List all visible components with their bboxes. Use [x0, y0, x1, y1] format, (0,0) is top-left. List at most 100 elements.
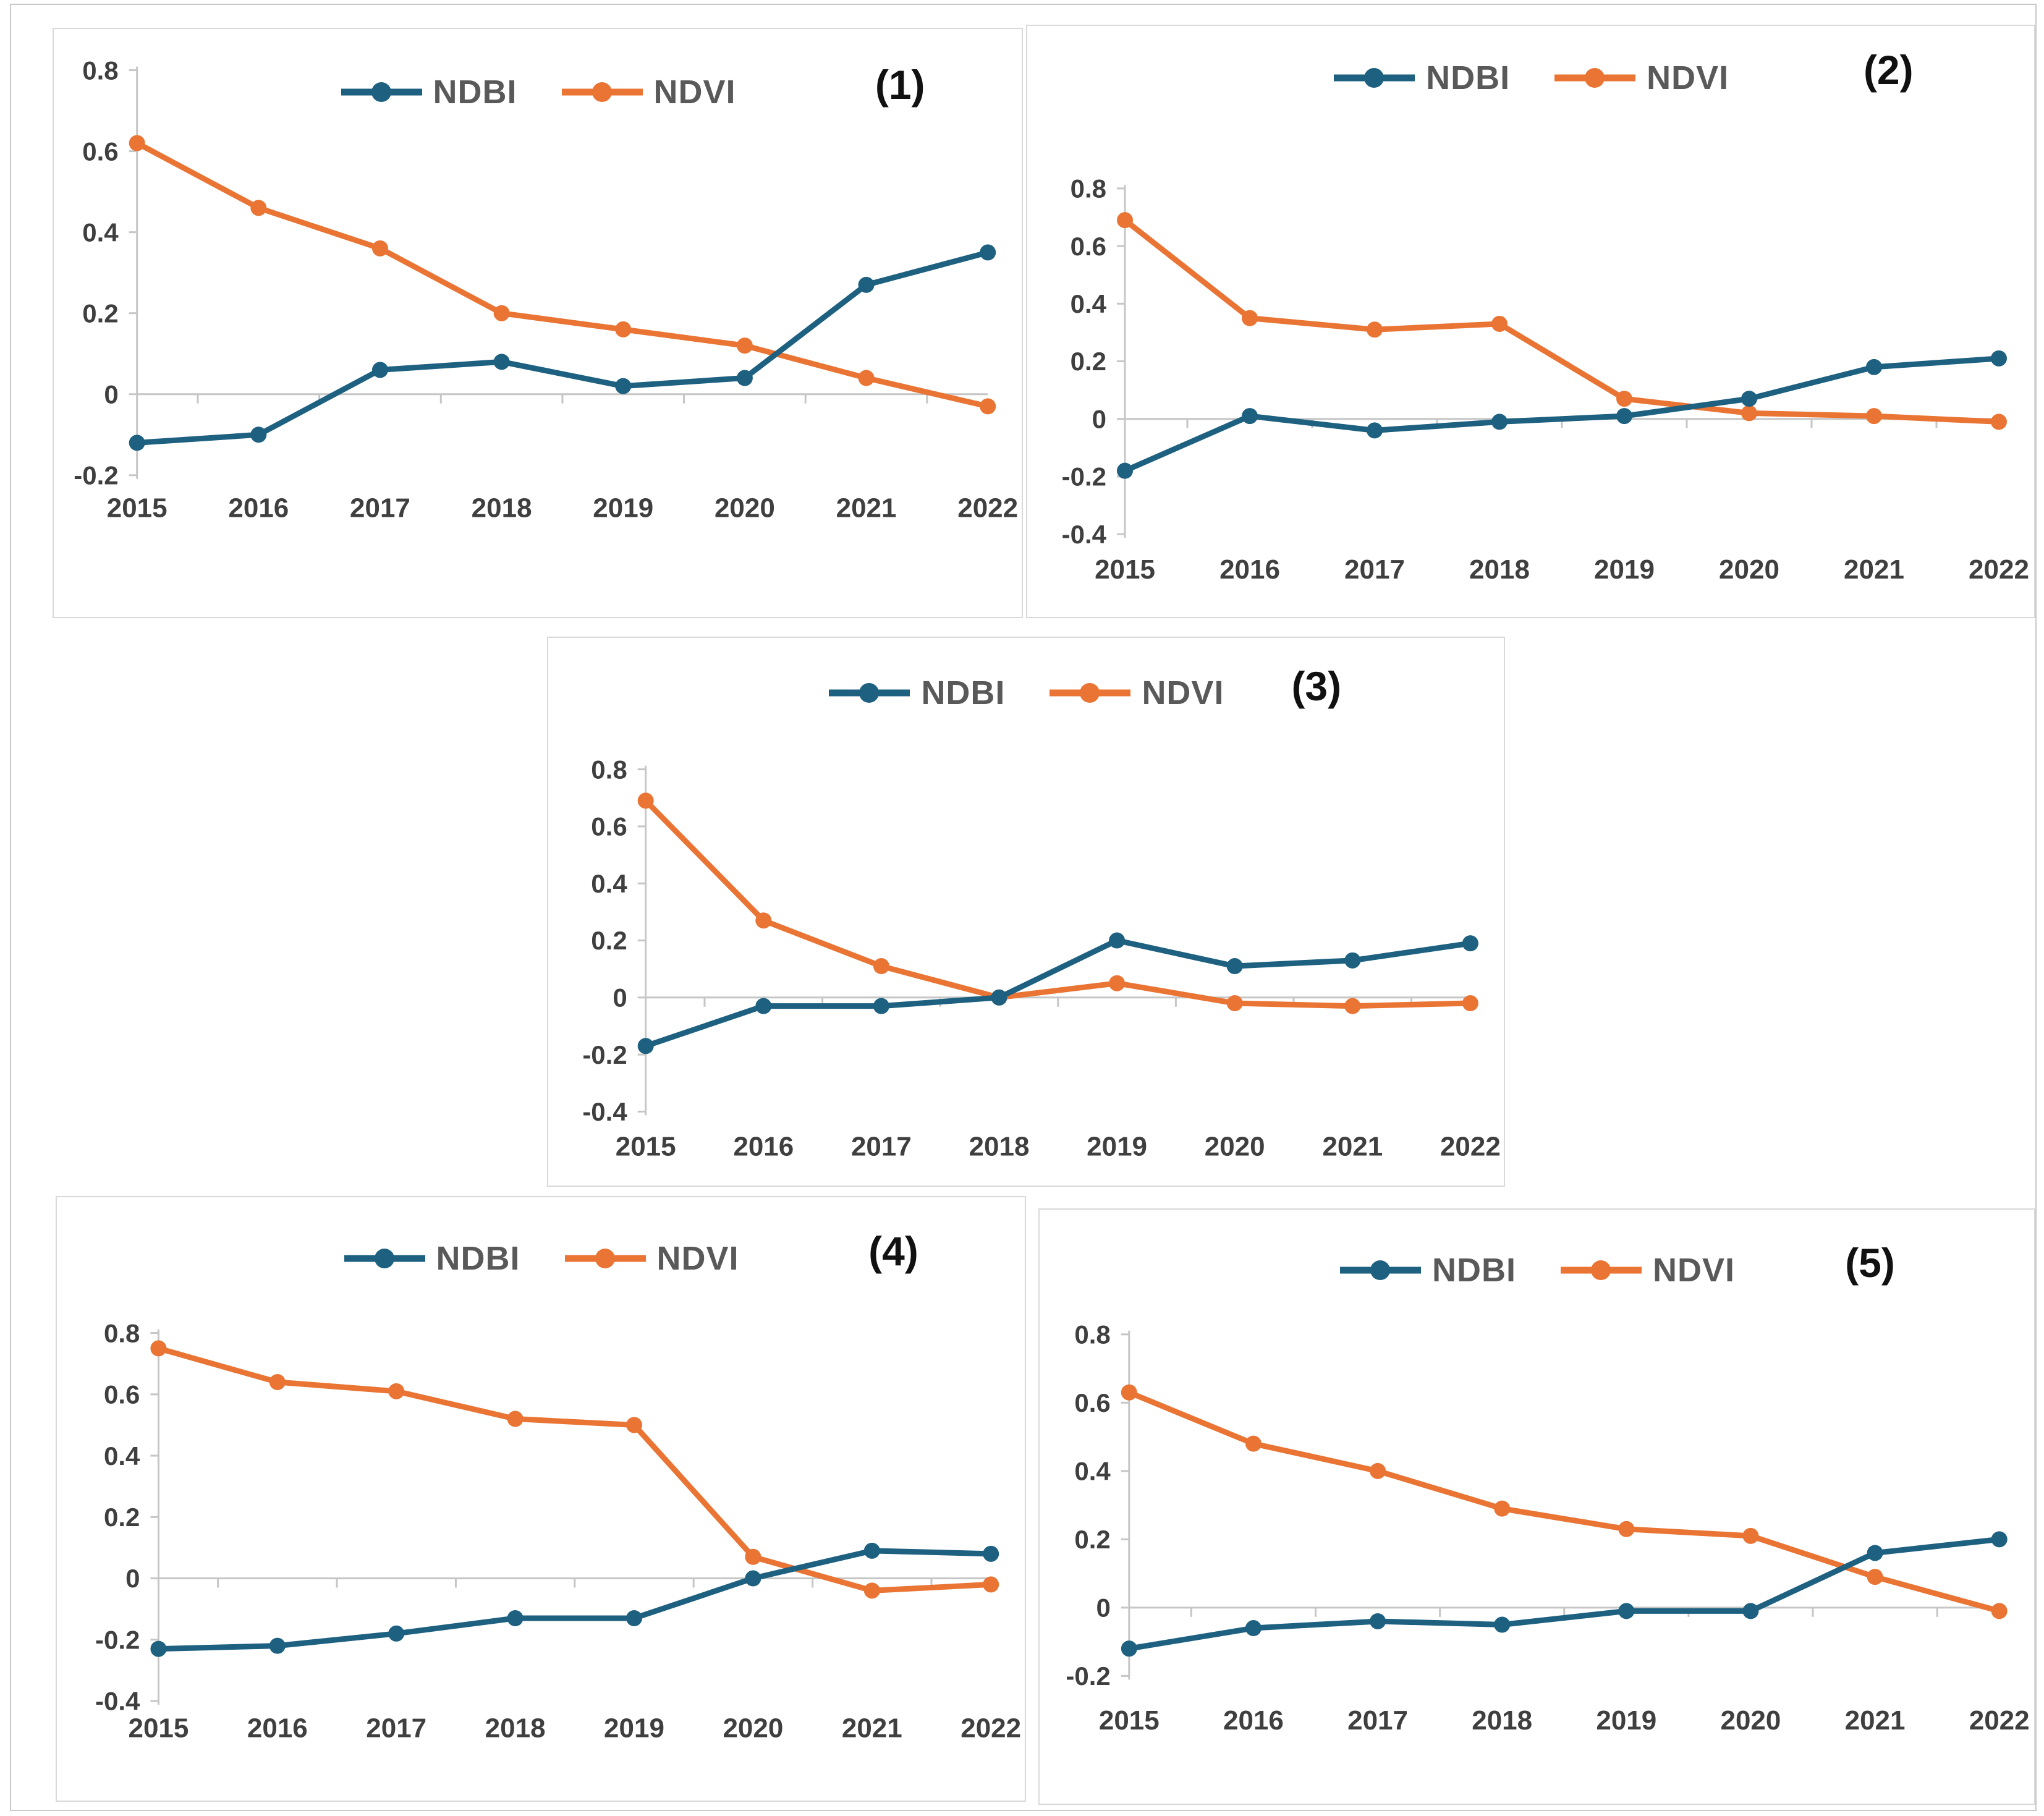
series-line-ndvi	[134, 140, 991, 409]
y-tick-label: 0.8	[1074, 1320, 1110, 1349]
y-tick-label: 0.2	[104, 1503, 140, 1532]
x-axis-label-2020: 2020	[715, 493, 775, 523]
data-point-ndvi-2018	[493, 305, 510, 321]
x-axis-label-2020: 2020	[723, 1713, 783, 1743]
chart-legend: NDBI NDVI	[1040, 1251, 2034, 1289]
y-tick-label: -0.4	[582, 1097, 627, 1126]
panel-number: (1)	[875, 62, 925, 108]
data-point-ndbi-2021	[1344, 952, 1361, 969]
ndvi-series-marker-icon	[1554, 67, 1636, 88]
x-axis-label-2019: 2019	[593, 493, 653, 523]
data-point-ndbi-2020	[1742, 1603, 1759, 1619]
y-tick-label: 0.4	[104, 1441, 140, 1470]
data-point-ndvi-2017	[371, 240, 388, 257]
series-line-ndvi	[1122, 217, 2002, 425]
y-tick-label: 0.4	[82, 218, 119, 247]
x-axis-label-2015: 2015	[1095, 554, 1155, 585]
data-point-ndvi-2016	[755, 912, 772, 929]
data-point-ndvi-2020	[736, 337, 753, 354]
data-point-ndvi-2018	[507, 1411, 524, 1427]
chart-panel-4: NDBI NDVI (4) 0.8 0.6 0.4 0.2 0 -0.2 -0.4 2015 20…	[55, 1195, 1027, 1802]
x-axis-label-2017: 2017	[1347, 1705, 1408, 1736]
data-point-ndbi-2015	[637, 1038, 654, 1054]
chart-panel-3: NDBI NDVI (3) 0.8 0.6 0.4 0.2 0 -0.2 -0.4 2015 20…	[546, 637, 1505, 1187]
data-point-ndbi-2021	[858, 276, 875, 293]
data-point-ndvi-2021	[1867, 1569, 1883, 1585]
y-tick-label: 0.8	[591, 755, 627, 784]
data-point-ndbi-2018	[991, 989, 1007, 1006]
y-tick-label: 0	[104, 380, 118, 409]
data-point-ndvi-2015	[637, 792, 654, 809]
data-point-ndbi-2017	[873, 998, 889, 1014]
y-tick-label: 0.6	[82, 137, 118, 166]
data-point-ndbi-2021	[1867, 1545, 1883, 1561]
y-tick-label: -0.2	[582, 1040, 627, 1069]
y-tick-label: 0.2	[1071, 347, 1106, 376]
x-axis-label-2017: 2017	[366, 1713, 426, 1743]
x-axis-label-2017: 2017	[851, 1131, 912, 1161]
data-point-ndbi-2016	[1245, 1619, 1262, 1636]
series-line-ndvi	[1126, 1390, 2003, 1614]
chart-panel-2: NDBI NDVI (2) 0.8 0.6 0.4 0.2 0 -0.2 -0.4 2015 20…	[1026, 24, 2036, 619]
series-line-ndvi	[643, 797, 1474, 1009]
data-point-ndbi-2017	[388, 1625, 405, 1642]
data-point-ndvi-2015	[150, 1340, 167, 1357]
x-axis-label-2021: 2021	[1844, 554, 1904, 585]
x-axis-label-2018: 2018	[485, 1713, 546, 1743]
x-axis-label-2015: 2015	[1099, 1705, 1160, 1736]
y-tick-label: 0.4	[1074, 1456, 1111, 1485]
series-line-ndvi	[155, 1345, 994, 1593]
data-point-ndvi-2022	[1991, 1603, 2008, 1619]
series-line-ndbi	[1126, 1536, 2003, 1652]
data-point-ndvi-2021	[1866, 408, 1883, 425]
data-point-ndbi-2016	[755, 998, 772, 1014]
data-point-ndbi-2015	[1117, 462, 1134, 479]
y-tick-label: 0.8	[82, 56, 118, 85]
x-axis-label-2020: 2020	[1720, 1705, 1781, 1736]
data-point-ndbi-2019	[1616, 408, 1633, 425]
x-axis-label-2017: 2017	[1344, 554, 1405, 585]
chart-plot-area: 0.8 0.6 0.4 0.2 0 -0.2 2015 2016 2017 2018 2019 202…	[1066, 1320, 2029, 1736]
x-axis-label-2015: 2015	[107, 493, 168, 523]
x-axis-label-2018: 2018	[472, 493, 532, 523]
data-point-ndvi-2016	[269, 1373, 286, 1390]
chart-legend: NDBI NDVI	[54, 73, 1022, 111]
data-point-ndbi-2019	[625, 1610, 642, 1626]
data-point-ndbi-2017	[371, 362, 388, 378]
panel-number: (3)	[1291, 663, 1342, 709]
y-tick-label: -0.2	[74, 460, 118, 490]
data-point-ndvi-2022	[1462, 995, 1478, 1012]
y-tick-label: 0.2	[591, 926, 627, 955]
data-point-ndvi-2016	[1245, 1435, 1262, 1452]
data-point-ndvi-2019	[1616, 391, 1633, 407]
data-point-ndbi-2020	[1741, 391, 1758, 407]
data-point-ndbi-2022	[1462, 935, 1478, 952]
ndvi-series-marker-icon	[561, 82, 643, 103]
data-point-ndvi-2016	[1242, 310, 1258, 326]
data-point-ndvi-2020	[1742, 1527, 1759, 1544]
data-point-ndbi-2022	[1991, 350, 2008, 367]
data-point-ndbi-2020	[745, 1570, 761, 1587]
data-point-ndvi-2019	[1109, 975, 1126, 991]
data-point-ndvi-2019	[615, 321, 632, 337]
x-axis-label-2016: 2016	[247, 1713, 308, 1743]
data-point-ndvi-2019	[1618, 1521, 1635, 1537]
data-point-ndvi-2015	[1117, 212, 1134, 229]
y-tick-label: 0.6	[1074, 1388, 1110, 1417]
data-point-ndvi-2015	[129, 135, 145, 151]
data-point-ndbi-2022	[1991, 1531, 2008, 1548]
x-axis-label-2020: 2020	[1205, 1131, 1265, 1161]
x-axis-label-2018: 2018	[1469, 554, 1530, 585]
data-point-ndbi-2016	[1242, 408, 1258, 425]
data-point-ndvi-2015	[1121, 1384, 1137, 1401]
ndbi-series-marker-icon	[1340, 1260, 1422, 1281]
data-point-ndbi-2021	[863, 1542, 880, 1559]
data-point-ndbi-2016	[250, 426, 267, 443]
x-axis-label-2022: 2022	[1440, 1131, 1501, 1161]
y-tick-label: 0	[1092, 404, 1106, 433]
y-tick-label: 0	[613, 983, 627, 1012]
data-point-ndbi-2020	[736, 370, 753, 386]
legend-label-ndvi: NDVI	[1142, 674, 1224, 711]
